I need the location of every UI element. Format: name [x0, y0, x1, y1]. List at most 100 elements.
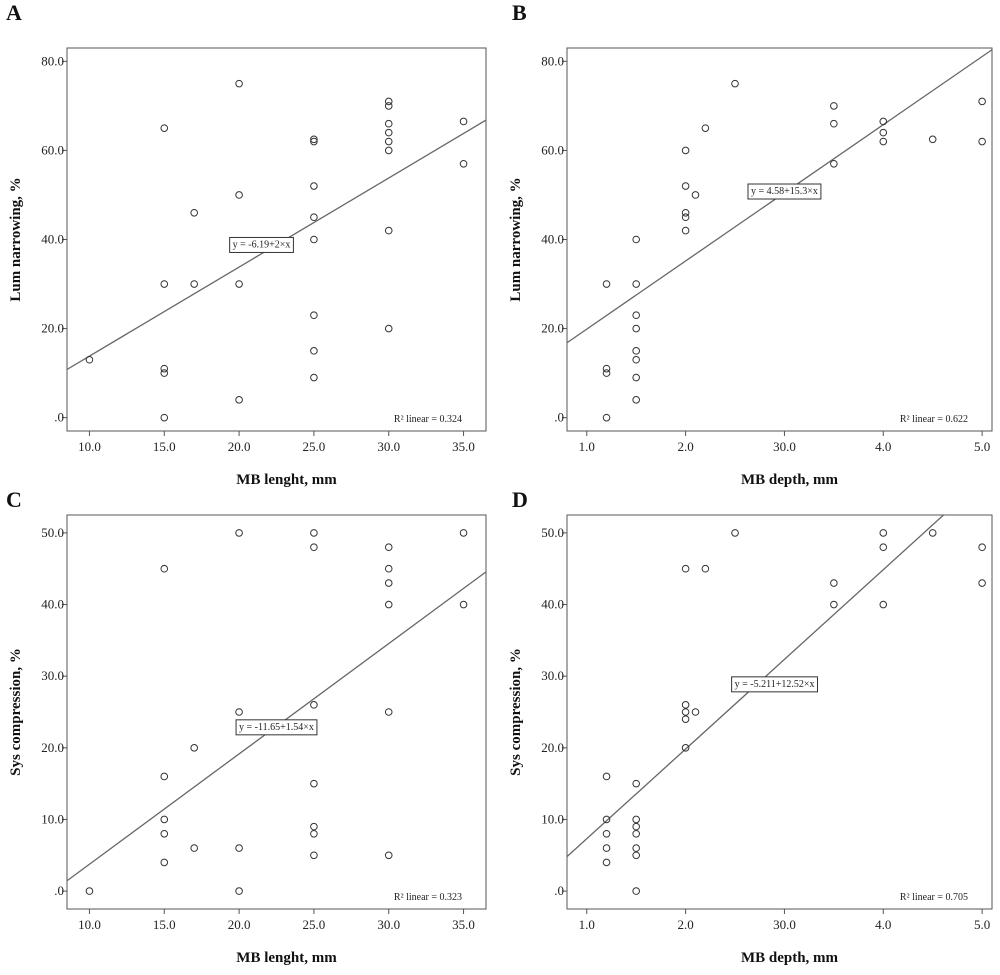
equation-label-a: y = -6.19+2×x [229, 236, 294, 253]
equation-text-a: y = -6.19+2×x [233, 239, 291, 250]
data-point-a [310, 235, 318, 244]
data-point-c [459, 600, 468, 609]
y-tick-label-b: .0 [554, 410, 564, 425]
data-point-a [384, 226, 393, 235]
x-tick-label-c: 10.0 [78, 917, 101, 932]
data-point-b [632, 311, 640, 320]
data-point-c [310, 822, 318, 831]
data-point-b [602, 413, 611, 422]
data-point-c [310, 529, 318, 537]
chart-a: 10.0 15.0 20.0 25.0 30.0 35.0 .0 20.0 40.0 60.0 80… [8, 47, 487, 488]
data-point-a [384, 97, 393, 106]
data-point-c [384, 600, 393, 609]
data-point-b [681, 213, 690, 222]
equation-label-d: y = -5.211+12.52×x [731, 676, 819, 693]
data-point-d [691, 708, 700, 716]
equation-label-b: y = 4.58+15.3×x [747, 183, 822, 200]
y-axis-title-c: Sys compression, % [8, 648, 24, 776]
data-point-d [731, 529, 739, 537]
x-tick-label-a: 15.0 [153, 439, 176, 454]
data-point-b [602, 364, 611, 373]
data-point-c [310, 543, 318, 552]
data-point-b [978, 97, 986, 106]
data-point-b [701, 124, 710, 132]
data-point-a [235, 280, 243, 288]
data-point-d [602, 858, 611, 867]
data-point-c [85, 887, 94, 895]
panel-letter-a: A [6, 0, 22, 25]
data-point-d [830, 600, 838, 609]
data-point-c [310, 779, 318, 788]
panel-letter-b: B [512, 0, 527, 25]
data-point-c [160, 829, 169, 838]
x-axis-title-c: MB lenght, mm [236, 950, 337, 966]
data-point-b [731, 79, 739, 88]
data-point-d [632, 829, 640, 838]
x-tick-label-c: 35.0 [452, 917, 475, 932]
y-axis-title-b: Lum narrowing, % [508, 177, 524, 301]
y-tick-label-d: 10.0 [541, 811, 564, 826]
data-point-a [310, 213, 318, 222]
data-point-d [681, 564, 690, 573]
data-point-c [160, 564, 169, 573]
y-tick-label-b: 40.0 [541, 232, 564, 247]
data-point-b [830, 102, 838, 110]
y-tick-label-c: 40.0 [41, 597, 64, 612]
data-point-d [681, 701, 690, 709]
data-point-a [384, 119, 393, 128]
data-point-a [160, 280, 169, 288]
y-tick-label-c: 10.0 [41, 811, 64, 826]
r2-label-a: R² linear = 0.324 [394, 414, 462, 425]
plot-frame-d [566, 514, 993, 910]
data-point-a [235, 191, 243, 199]
x-tick-label-b: 2.0 [677, 439, 693, 454]
data-point-d [681, 708, 690, 716]
panel-d: D 1.0 2.0 30.0 4.0 5.0 .0 10.0 20.0 30.0 40.0 50.0… [500, 487, 1000, 974]
data-point-a [310, 135, 318, 144]
y-tick-label-b: 20.0 [541, 321, 564, 336]
x-tick-label-d: 2.0 [677, 917, 693, 932]
x-tick-label-d: 1.0 [579, 917, 595, 932]
data-point-a [190, 280, 198, 288]
data-point-d [681, 715, 690, 723]
y-tick-label-c: 50.0 [41, 525, 64, 540]
data-point-c [190, 844, 198, 852]
y-tick-label-c: 30.0 [41, 668, 64, 683]
x-tick-label-a: 30.0 [377, 439, 400, 454]
data-point-b [632, 373, 640, 382]
panel-letter-c: C [6, 487, 22, 512]
data-point-c [310, 701, 318, 709]
data-point-a [384, 324, 393, 333]
panel-c: C 10.0 15.0 20.0 25.0 30.0 35.0 .0 10.0 20.0 30.0… [0, 487, 500, 974]
data-point-c [160, 858, 169, 867]
data-point-b [602, 369, 611, 377]
data-point-a [160, 364, 169, 373]
x-tick-label-b: 5.0 [974, 439, 990, 454]
equation-text-d: y = -5.211+12.52×x [735, 679, 815, 690]
x-tick-label-d: 5.0 [974, 917, 990, 932]
plot-frame-b [566, 47, 993, 432]
data-point-d [632, 887, 640, 895]
data-point-b [632, 235, 640, 244]
equation-text-b: y = 4.58+15.3×x [751, 186, 818, 197]
y-tick-label-a: 20.0 [41, 321, 64, 336]
x-tick-label-b: 1.0 [579, 439, 595, 454]
y-tick-label-a: 60.0 [41, 142, 64, 157]
data-point-a [310, 347, 318, 355]
data-point-a [459, 159, 468, 168]
y-tick-label-d: 30.0 [541, 668, 564, 683]
data-point-b [879, 137, 888, 146]
data-point-b [879, 128, 888, 137]
data-point-a [160, 413, 169, 422]
data-point-c [160, 815, 169, 824]
data-point-c [384, 708, 393, 716]
data-point-c [384, 564, 393, 573]
y-tick-label-a: 80.0 [41, 53, 64, 68]
x-axis-title-b: MB depth, mm [741, 472, 839, 488]
data-point-a [160, 124, 169, 132]
panel-letter-d: D [512, 487, 528, 512]
data-point-a [310, 137, 318, 146]
data-point-c [190, 744, 198, 752]
regression-line-d [567, 515, 945, 858]
data-point-c [235, 887, 243, 895]
